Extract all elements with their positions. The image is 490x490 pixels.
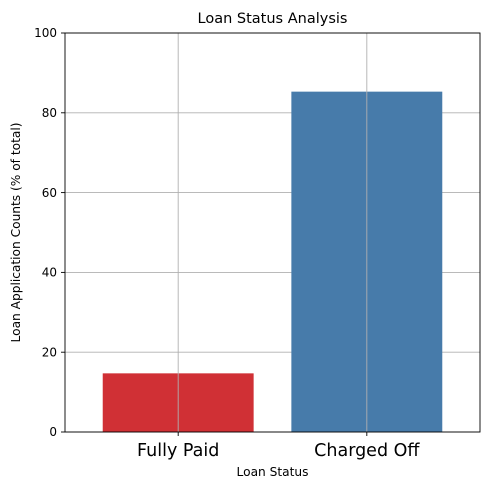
y-tick-label: 20 <box>42 345 57 359</box>
y-tick-label: 80 <box>42 106 57 120</box>
y-axis-ticks: 0 20 40 60 80 100 <box>34 26 65 439</box>
chart-title: Loan Status Analysis <box>198 11 348 27</box>
y-tick-label: 60 <box>42 186 57 200</box>
y-tick-label: 100 <box>34 26 57 40</box>
x-tick-label: Fully Paid <box>137 441 219 461</box>
x-axis-label: Loan Status <box>237 465 309 479</box>
y-tick-label: 40 <box>42 266 57 280</box>
vertical-grid-layer <box>177 33 368 432</box>
y-axis-label: Loan Application Counts (% of total) <box>9 123 23 343</box>
plot-frame <box>64 32 481 433</box>
y-tick-label: 0 <box>49 425 57 439</box>
x-tick-label: Charged Off <box>314 441 420 461</box>
x-axis-ticks: Fully Paid Charged Off <box>137 432 420 461</box>
